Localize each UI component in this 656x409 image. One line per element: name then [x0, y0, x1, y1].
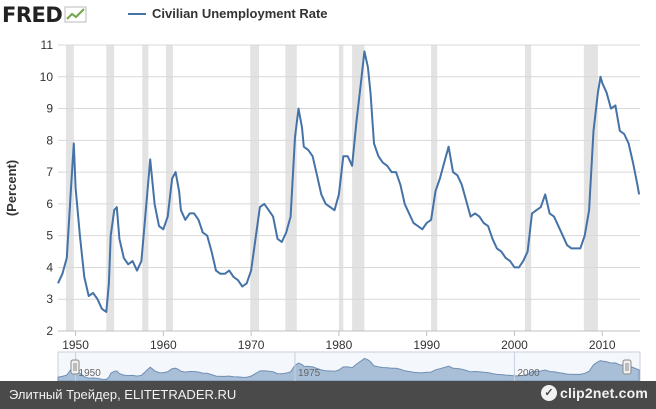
- series-line: [57, 50, 641, 313]
- footer-bar: Элитный Трейдер, ELITETRADER.RU ✓ clip2n…: [0, 381, 656, 409]
- y-tick-label: 9: [46, 102, 53, 116]
- y-tick-label: 5: [46, 229, 53, 243]
- x-axis: 1950 1960 1970 1980 1990 2000 2010: [58, 330, 640, 352]
- chart-header: FRED Civilian Unemployment Rate: [0, 0, 656, 32]
- fred-logo[interactable]: FRED: [2, 3, 88, 27]
- navigator-label: 2000: [517, 368, 540, 379]
- recession-bands: [65, 45, 598, 331]
- recession-band: [352, 45, 365, 331]
- x-tick-label: 1970: [238, 338, 265, 352]
- x-tick-label: 2010: [589, 338, 616, 352]
- fred-chart-icon: [64, 6, 87, 23]
- x-tick-label: 1990: [413, 338, 440, 352]
- navigator-area: [57, 357, 640, 381]
- recession-band: [338, 45, 344, 331]
- recession-band: [65, 45, 74, 331]
- footer-watermark-text: Элитный Трейдер, ELITETRADER.RU: [9, 387, 237, 402]
- clip2net-icon: ✓: [541, 385, 558, 401]
- unemployment-chart: 1950 1960 1970 1980 1990 2000 2010 2 3 4 5 6 7 8 9 10 1…: [4, 38, 641, 381]
- y-axis: 2 3 4 5 6 7 8 9 10 11: [40, 38, 54, 338]
- y-tick-label: 10: [40, 70, 54, 84]
- legend[interactable]: Civilian Unemployment Rate: [128, 6, 328, 21]
- y-tick-label: 7: [46, 165, 53, 179]
- fred-logo-text: FRED: [2, 3, 63, 27]
- navigator-handle[interactable]: [622, 359, 632, 375]
- clip2net-badge: ✓ clip2net.com: [541, 385, 648, 401]
- y-tick-label: 2: [46, 324, 53, 338]
- legend-label: Civilian Unemployment Rate: [152, 6, 328, 21]
- x-tick-label: 1960: [150, 338, 177, 352]
- x-tick-label: 2000: [501, 338, 528, 352]
- navigator: 1950 1975 2000: [57, 351, 641, 381]
- y-tick-label: 6: [46, 197, 53, 211]
- y-tick-label: 11: [41, 38, 54, 52]
- navigator-handle[interactable]: [70, 359, 80, 375]
- recession-band: [106, 45, 115, 331]
- y-axis-label: (Percent): [4, 160, 19, 216]
- y-tick-label: 3: [46, 292, 53, 306]
- series-layer: [57, 50, 641, 313]
- recession-band: [431, 45, 438, 331]
- recession-band: [165, 45, 173, 331]
- navigator-label: 1950: [79, 368, 102, 379]
- navigator-label: 1975: [298, 368, 321, 379]
- y-tick-label: 8: [46, 133, 53, 147]
- y-tick-label: 4: [46, 260, 53, 274]
- x-tick-label: 1980: [326, 338, 353, 352]
- recession-band: [285, 45, 297, 331]
- x-tick-label: 1950: [62, 338, 89, 352]
- clip2net-text: clip2net.com: [560, 385, 648, 401]
- recession-band: [250, 45, 260, 331]
- recession-band: [525, 45, 532, 331]
- recession-band: [142, 45, 149, 331]
- legend-swatch: [128, 12, 146, 15]
